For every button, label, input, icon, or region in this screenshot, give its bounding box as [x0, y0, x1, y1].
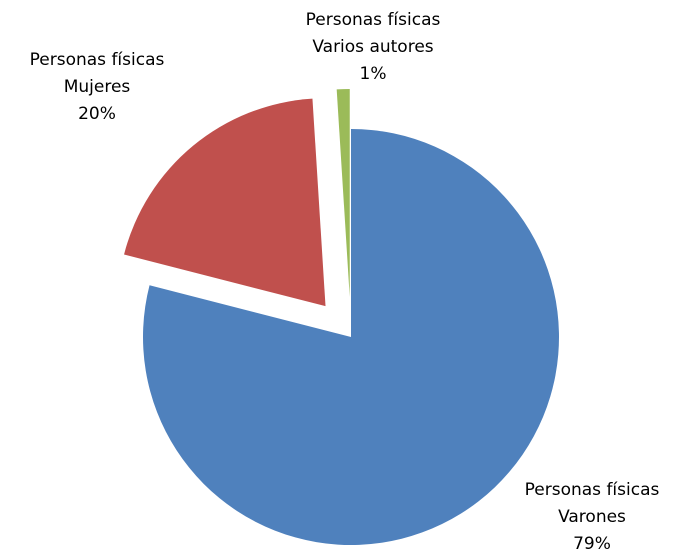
- pie-slice: [143, 129, 559, 545]
- slice-label: Varios autores: [312, 37, 433, 57]
- value-label: 20%: [78, 104, 116, 124]
- slice-label: Varones: [558, 507, 626, 527]
- pie-slice: [336, 89, 350, 298]
- pie-slice: [124, 98, 326, 307]
- value-label: 79%: [573, 534, 611, 554]
- slice-label: Mujeres: [64, 77, 131, 97]
- slice-label: Personas físicas: [306, 10, 441, 30]
- value-label: 1%: [360, 64, 387, 84]
- slice-label: Personas físicas: [30, 50, 165, 70]
- slice-label: Personas físicas: [525, 480, 660, 500]
